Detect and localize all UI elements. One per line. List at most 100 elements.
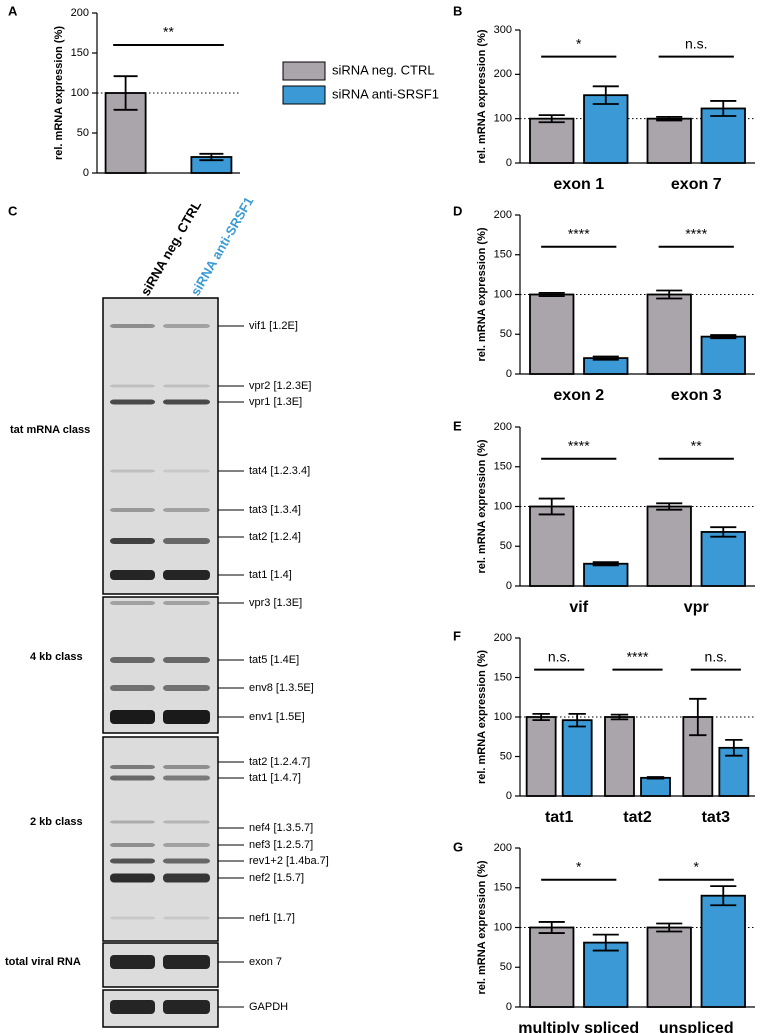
gel-band [163,685,210,691]
gel-band [110,765,155,769]
bar [700,107,746,164]
band-label: nef2 [1.5.7] [249,872,304,884]
gel-band [110,820,155,824]
error-bar [113,75,138,111]
y-tick-label: 150 [494,461,512,473]
bar [646,117,692,164]
gel-band [163,765,210,769]
x-tick-label: exon 7 [671,176,722,193]
y-tick-label: 100 [494,921,512,933]
significance-label: * [576,859,582,875]
y-axis-label: rel. mRNA expression (%) [476,439,488,573]
x-tick-label: exon 1 [553,176,604,193]
x-tick-label: unspliced [659,1020,734,1033]
gel-band [163,858,210,864]
y-tick-label: 0 [506,368,512,380]
bar [529,505,575,587]
y-tick-label: 200 [494,68,512,80]
class-label: tat mRNA class [10,424,90,436]
y-tick-label: 50 [77,127,89,139]
gel-band [110,858,155,864]
gel-band [163,399,210,405]
error-bar [710,100,737,117]
significance-label: n.s. [548,648,571,664]
error-bar [725,739,743,757]
y-tick-label: 200 [71,7,89,19]
gel-band [163,955,210,969]
panel-label: C [8,203,18,218]
bar [646,505,692,587]
y-axis-label: rel. mRNA expression (%) [476,29,488,163]
error-bar [199,152,224,162]
error-bar [592,85,619,105]
y-axis-label: rel. mRNA expression (%) [476,860,488,994]
band-label: nef4 [1.3.5.7] [249,822,313,834]
y-tick-label: 50 [500,540,512,552]
y-tick-label: 50 [500,750,512,762]
legend-label: siRNA neg. CTRL [332,62,435,77]
y-tick-label: 0 [506,157,512,169]
y-tick-label: 100 [494,711,512,723]
gel-band [163,469,210,473]
gel-band [110,570,155,580]
band-label: env1 [1.5E] [249,711,305,723]
gel-band [110,469,155,473]
legend-swatch [282,85,326,105]
band-label: vif1 [1.2E] [249,320,298,332]
error-bar [656,922,683,933]
error-bar [656,502,683,511]
gel-band [110,843,155,847]
error-bar [646,776,665,780]
y-tick-label: 0 [506,790,512,802]
y-axis-label: rel. mRNA expression (%) [53,26,65,160]
gel-band [163,508,210,512]
gel-band [163,710,210,724]
y-tick-label: 150 [494,671,512,683]
gel-band [110,657,155,663]
gel-band [110,508,155,512]
y-tick-label: 200 [494,842,512,854]
y-tick-label: 200 [494,421,512,433]
error-bar [656,289,683,300]
band-label: env8 [1.3.5E] [249,682,314,694]
error-bar [710,526,737,538]
significance-label: * [576,35,582,51]
gel-band [163,873,210,883]
significance-label: n.s. [685,35,708,51]
band-label: nef1 [1.7] [249,912,295,924]
panel-label: G [453,839,463,854]
significance-label: **** [627,648,649,664]
bar [525,716,557,797]
bar [700,894,746,1008]
bar [700,531,746,587]
gel-band [163,601,210,605]
class-label: 2 kb class [30,816,83,828]
error-bar [610,713,629,721]
y-tick-label: 100 [494,500,512,512]
gel-band [110,873,155,883]
band-label: rev1+2 [1.4ba.7] [249,855,329,867]
y-tick-label: 0 [83,167,89,179]
gel-band [163,657,210,663]
gel-band [110,601,155,605]
band-label: tat1 [1.4.7] [249,772,301,784]
gel-band [163,570,210,580]
band-label: vpr3 [1.3E] [249,597,302,609]
y-tick-label: 150 [494,882,512,894]
gel-box [102,736,219,942]
x-tick-label: exon 3 [671,387,722,404]
gel-band [110,955,155,969]
gel-band [163,384,210,388]
error-bar [689,697,707,737]
y-tick-label: 150 [494,249,512,261]
legend-swatch [282,61,326,81]
significance-label: **** [568,438,590,454]
panel-label: F [453,628,461,643]
y-axis-label: rel. mRNA expression (%) [476,650,488,784]
x-tick-label: vif [569,599,588,616]
panel-label: B [453,3,462,18]
gel-band [163,1000,210,1014]
gel-band [163,538,210,544]
class-label: total viral RNA [5,956,81,968]
